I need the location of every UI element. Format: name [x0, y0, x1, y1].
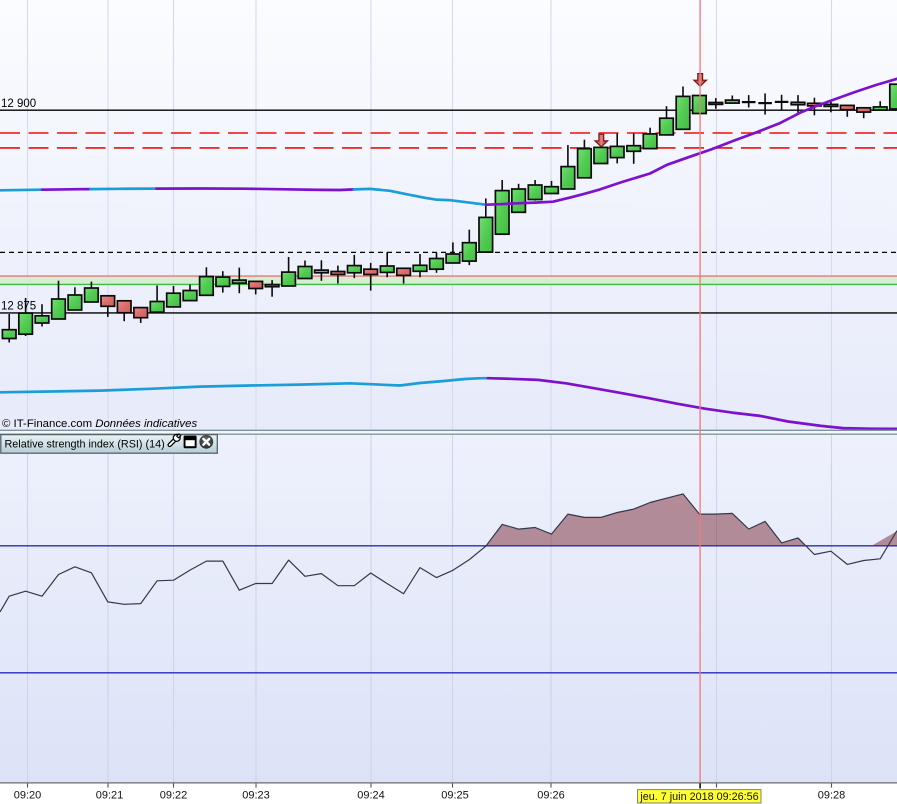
svg-text:09:23: 09:23 — [242, 789, 270, 801]
svg-text:jeu. 7 juin 2018 09:26:56: jeu. 7 juin 2018 09:26:56 — [639, 791, 758, 803]
svg-text:© IT-Finance.com Données indic: © IT-Finance.com Données indicatives — [2, 418, 197, 430]
svg-text:12 875: 12 875 — [1, 301, 36, 313]
svg-text:09:21: 09:21 — [96, 789, 124, 801]
svg-text:09:22: 09:22 — [160, 789, 188, 801]
svg-text:Relative strength index (RSI): Relative strength index (RSI) (14) — [5, 439, 165, 451]
svg-text:09:20: 09:20 — [14, 789, 42, 801]
svg-text:12 900: 12 900 — [1, 98, 36, 110]
svg-text:09:24: 09:24 — [357, 789, 385, 801]
svg-text:09:26: 09:26 — [537, 789, 565, 801]
svg-text:09:25: 09:25 — [441, 789, 469, 801]
svg-text:09:28: 09:28 — [818, 789, 846, 801]
